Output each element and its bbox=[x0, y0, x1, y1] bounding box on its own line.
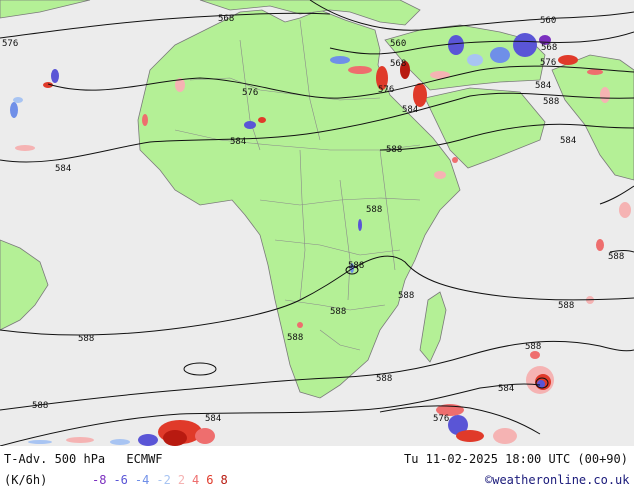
contour-label: 568 bbox=[218, 14, 234, 24]
contour-label: 588 bbox=[366, 205, 382, 215]
advection-blobs bbox=[10, 33, 631, 446]
contour-lines bbox=[0, 0, 634, 446]
weather-map: 568 576 560 560 568 568 576 576 576 584 … bbox=[0, 0, 634, 446]
contour-label: 584 bbox=[205, 414, 221, 424]
south-america-edge bbox=[0, 239, 49, 331]
units-label: (K/6h) bbox=[4, 473, 48, 487]
contour-label: 584 bbox=[535, 81, 551, 91]
contour-label: 584 bbox=[498, 384, 514, 394]
map-canvas: 568 576 560 560 568 568 576 576 576 584 … bbox=[0, 0, 634, 446]
contour-label: 588 bbox=[78, 334, 94, 344]
country-borders bbox=[174, 19, 421, 351]
legend-entry: 6 bbox=[206, 473, 214, 487]
contour-label: 588 bbox=[608, 252, 624, 262]
contour-label: 588 bbox=[287, 333, 303, 343]
europe-landmass bbox=[199, 0, 421, 26]
legend-entry: -8 bbox=[92, 473, 107, 487]
contour-label: 588 bbox=[376, 374, 392, 384]
legend-entry: -6 bbox=[113, 473, 128, 487]
contour-label: 588 bbox=[525, 342, 541, 352]
contour-label: 568 bbox=[390, 59, 406, 69]
land-masses bbox=[0, 0, 634, 399]
legend-entry: -4 bbox=[134, 473, 150, 487]
legend-entry: 4 bbox=[192, 473, 200, 487]
contour-label: 588 bbox=[348, 261, 364, 271]
africa-landmass bbox=[137, 9, 461, 399]
map-title: T-Adv. 500 hPa bbox=[4, 452, 106, 466]
legend-entry: 8 bbox=[220, 473, 228, 487]
contour-label: 568 bbox=[541, 43, 557, 53]
contour-label: 560 bbox=[390, 39, 406, 49]
legend-entry: -2 bbox=[156, 473, 171, 487]
contour-label: 588 bbox=[543, 97, 559, 107]
contour-label: 576 bbox=[242, 88, 258, 98]
contour-label: 588 bbox=[32, 401, 48, 411]
contour-label: 576 bbox=[378, 85, 394, 95]
credit-link[interactable]: ©weatheronline.co.uk bbox=[485, 473, 630, 487]
contour-label: 588 bbox=[558, 301, 574, 311]
color-legend: -8 -6 -4 -2 2 4 6 8 bbox=[92, 473, 235, 487]
contour-label: 584 bbox=[55, 164, 71, 174]
contour-label: 560 bbox=[540, 16, 556, 26]
arabian-peninsula bbox=[424, 87, 546, 169]
contour-label: 588 bbox=[398, 291, 414, 301]
legend-entry: 2 bbox=[177, 473, 186, 487]
contour-label: 584 bbox=[230, 137, 246, 147]
model-name: ECMWF bbox=[126, 452, 163, 466]
greenland-edge bbox=[0, 0, 91, 19]
valid-datetime: Tu 11-02-2025 18:00 UTC (00+90) bbox=[404, 452, 628, 466]
map-footer: T-Adv. 500 hPa ECMWF Tu 11-02-2025 18:00… bbox=[0, 446, 634, 490]
contour-label: 576 bbox=[540, 58, 556, 68]
contour-label: 576 bbox=[433, 414, 449, 424]
contour-label: 576 bbox=[2, 39, 18, 49]
contour-label: 588 bbox=[386, 145, 402, 155]
contour-label: 584 bbox=[560, 136, 576, 146]
contour-label: 584 bbox=[402, 105, 418, 115]
contour-labels: 568 576 560 560 568 568 576 576 576 584 … bbox=[2, 14, 624, 424]
india-landmass bbox=[551, 54, 634, 181]
contour-label: 588 bbox=[330, 307, 346, 317]
madagascar-island bbox=[419, 291, 447, 363]
